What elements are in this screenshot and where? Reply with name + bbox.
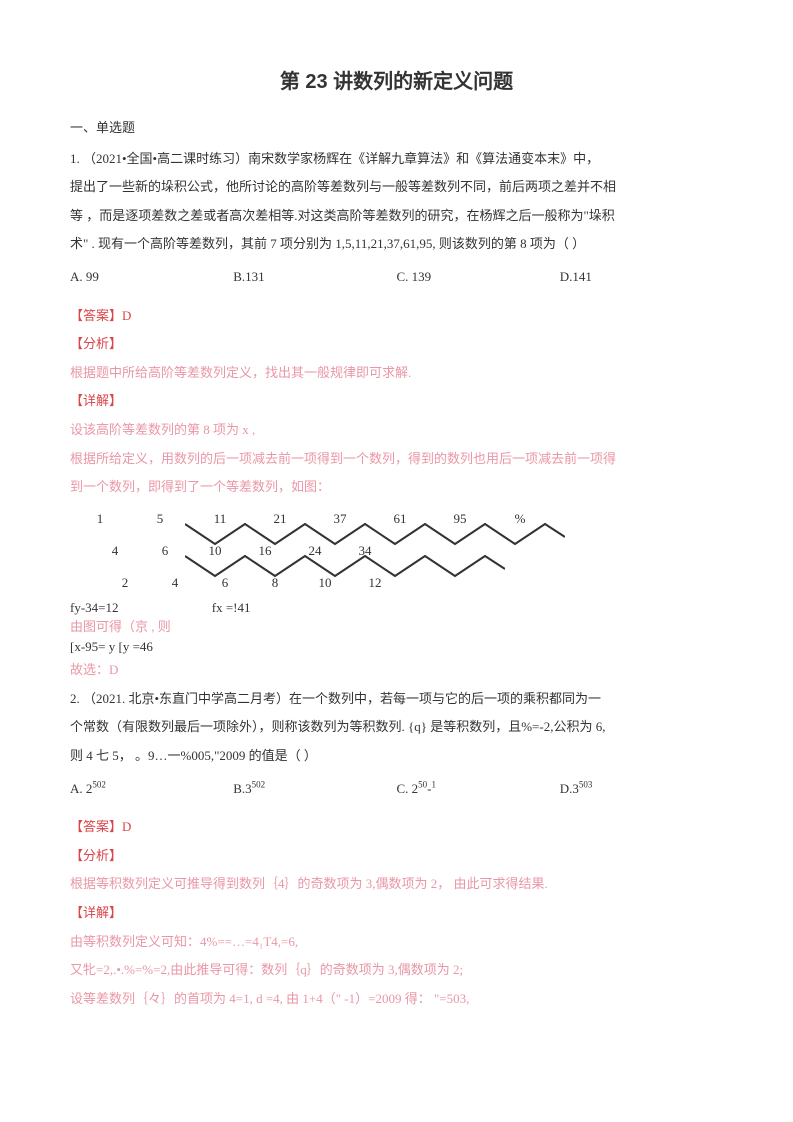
q2-num: 2. — [70, 691, 80, 706]
detail-text: 设该高阶等差数列的第 8 项为 x , — [70, 416, 723, 445]
diagram-cell: 1 — [70, 505, 130, 534]
option-a: A. 2502 — [70, 775, 233, 804]
detail-label: 【详解】 — [70, 899, 723, 928]
diagram-cell: 2 — [100, 569, 150, 598]
eq-line: 由图可得（京 , 则 — [70, 617, 723, 637]
detail-text: 根据所给定义，用数列的后一项减去前一项得到一个数列，得到的数列也用后一项减去前一… — [70, 445, 723, 474]
analysis-text: 根据题中所给高阶等差数列定义，找出其一般规律即可求解. — [70, 359, 723, 388]
analysis-text: 根据等积数列定义可推导得到数列｛4｝的奇数项为 3,偶数项为 2， 由此可求得结… — [70, 870, 723, 899]
q1-line: 1. （2021•全国•高二课时练习）南宋数学家杨辉在《详解九章算法》和《算法通… — [70, 145, 723, 174]
q2-line: 个常数（有限数列最后一项除外），则称该数列为等积数列. {q} 是等积数列，且%… — [70, 713, 723, 742]
option-d: D.3503 — [560, 775, 723, 804]
diagram-cell: 6 — [200, 569, 250, 598]
detail-text: 设等差数列｛々｝的首项为 4=1, d =4, 由 1+4（" -1）=2009… — [70, 985, 723, 1014]
section-label: 一、单选题 — [70, 114, 723, 143]
option-b: B.3502 — [233, 775, 396, 804]
analysis-label: 【分析】 — [70, 842, 723, 871]
q2-options: A. 2502 B.3502 C. 250-1 D.3503 — [70, 775, 723, 804]
q2-text: （2021. 北京•东直门中学高二月考）在一个数列中，若每一项与它的后一项的乘积… — [83, 691, 601, 706]
option-c: C. 139 — [397, 263, 560, 292]
diagram-cell: 6 — [140, 537, 190, 566]
equation-block: fy-34=12 fx =!41 由图可得（京 , 则 [x-95= y [y … — [70, 598, 723, 657]
analysis-label: 【分析】 — [70, 330, 723, 359]
detail-text: 由等积数列定义可知：4%==…=4₁T4,=6, — [70, 928, 723, 957]
detail-label: 【详解】 — [70, 387, 723, 416]
page-title: 第 23 讲数列的新定义问题 — [70, 60, 723, 104]
q1-line: 等 ，而是逐项差数之差或者高次差相等.对这类高阶等差数列的研究，在杨辉之后一般称… — [70, 202, 723, 231]
q1-line: 术" . 现有一个高阶等差数列，其前 7 项分别为 1,5,11,21,37,6… — [70, 230, 723, 259]
diagram-cell: 4 — [90, 537, 140, 566]
option-c: C. 250-1 — [397, 775, 560, 804]
choice-text: 故选：D — [70, 656, 723, 685]
eq-line: [x-95= y [y =46 — [70, 637, 723, 657]
q1-text: （2021•全国•高二课时练习）南宋数学家杨辉在《详解九章算法》和《算法通变本末… — [83, 151, 599, 166]
option-d: D.141 — [560, 263, 723, 292]
option-a: A. 99 — [70, 263, 233, 292]
eq-line: fy-34=12 fx =!41 — [70, 598, 723, 618]
q1-options: A. 99 B.131 C. 139 D.141 — [70, 263, 723, 292]
diagram-cell: 12 — [350, 569, 400, 598]
answer-label: 【答案】D — [70, 813, 723, 842]
diagram-cell: 8 — [250, 569, 300, 598]
difference-diagram: 1 5 11 21 37 61 95 % 4 6 10 16 24 34 2 4… — [70, 508, 723, 596]
diagram-cell: 4 — [150, 569, 200, 598]
option-b: B.131 — [233, 263, 396, 292]
detail-text: 又牝=2,.•.%=%=2,由此推导可得：数列｛q｝的奇数项为 3,偶数项为 2… — [70, 956, 723, 985]
q2-line: 2. （2021. 北京•东直门中学高二月考）在一个数列中，若每一项与它的后一项… — [70, 685, 723, 714]
diagram-cell: 5 — [130, 505, 190, 534]
diagram-cell: 10 — [300, 569, 350, 598]
q1-line: 提出了一些新的垛积公式，他所讨论的高阶等差数列与一般等差数列不同，前后两项之差并… — [70, 173, 723, 202]
q1-num: 1. — [70, 151, 80, 166]
detail-text: 到一个数列，即得到了一个等差数列，如图： — [70, 473, 723, 502]
q2-line: 则 4 七 5， 。9…一%005,"2009 的值是（ ） — [70, 742, 723, 771]
answer-label: 【答案】D — [70, 302, 723, 331]
